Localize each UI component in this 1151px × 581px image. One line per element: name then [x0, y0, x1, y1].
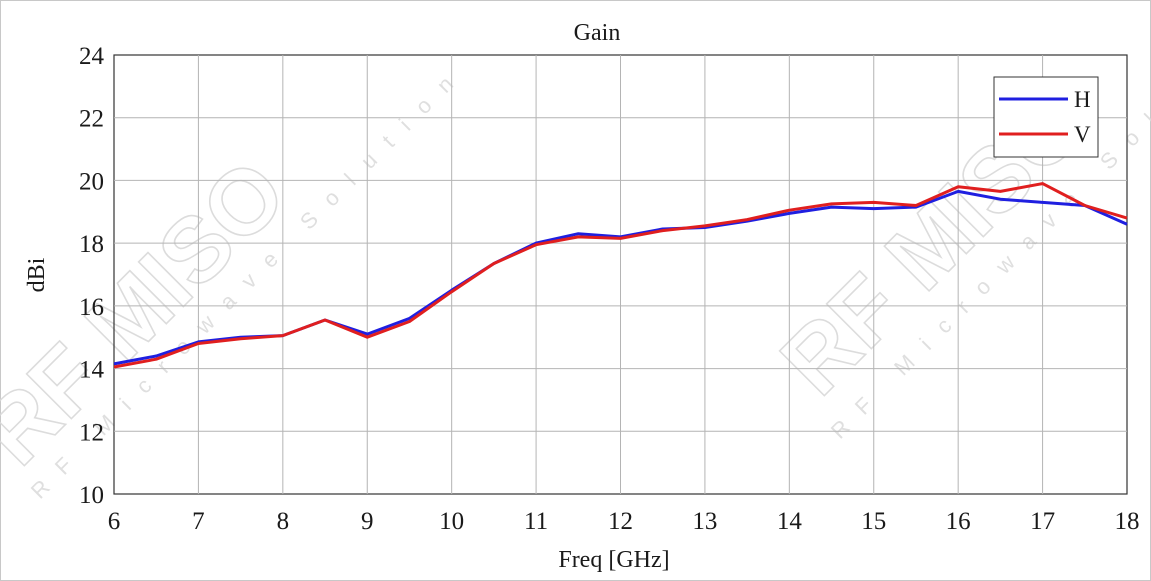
- x-tick-label: 15: [861, 508, 886, 535]
- watermark-brand: RF MISO: [0, 141, 305, 484]
- y-tick-label: 20: [79, 168, 104, 195]
- x-axis-label: Freq [GHz]: [558, 547, 669, 573]
- y-tick-label: 12: [79, 419, 104, 446]
- x-tick-label: 16: [946, 508, 971, 535]
- legend: H V: [993, 76, 1099, 158]
- legend-v-label: V: [1074, 122, 1091, 147]
- y-tick-label: 10: [79, 482, 104, 509]
- x-tick-label: 17: [1030, 508, 1055, 535]
- x-tick-label: 12: [608, 508, 633, 535]
- x-tick-label: 10: [439, 508, 464, 535]
- x-tick-label: 7: [192, 508, 205, 535]
- x-tick-label: 13: [692, 508, 717, 535]
- y-tick-label: 16: [79, 294, 104, 321]
- x-tick-label: 6: [108, 508, 121, 535]
- y-tick-label: 22: [79, 106, 104, 133]
- legend-box: [993, 76, 1099, 158]
- series-line-v: [113, 182, 1128, 369]
- y-tick-labels: 10 12 14 16 18 20 22 24: [79, 43, 105, 509]
- x-tick-label: 8: [277, 508, 290, 535]
- grid-lines: [114, 55, 1127, 494]
- y-tick-label: 24: [79, 43, 105, 70]
- y-axis-label: dBi: [24, 257, 50, 292]
- y-tick-label: 14: [79, 357, 105, 384]
- chart-title: Gain: [574, 20, 621, 46]
- series-layer: [113, 182, 1128, 369]
- legend-h-label: H: [1074, 87, 1091, 112]
- x-tick-label: 9: [361, 508, 374, 535]
- x-tick-labels: 6 7 8 9 10 11 12 13 14 15 16 17 18: [108, 508, 1140, 535]
- x-tick-label: 14: [777, 508, 803, 535]
- x-tick-label: 11: [524, 508, 548, 535]
- x-tick-label: 18: [1115, 508, 1140, 535]
- y-tick-label: 18: [79, 231, 104, 258]
